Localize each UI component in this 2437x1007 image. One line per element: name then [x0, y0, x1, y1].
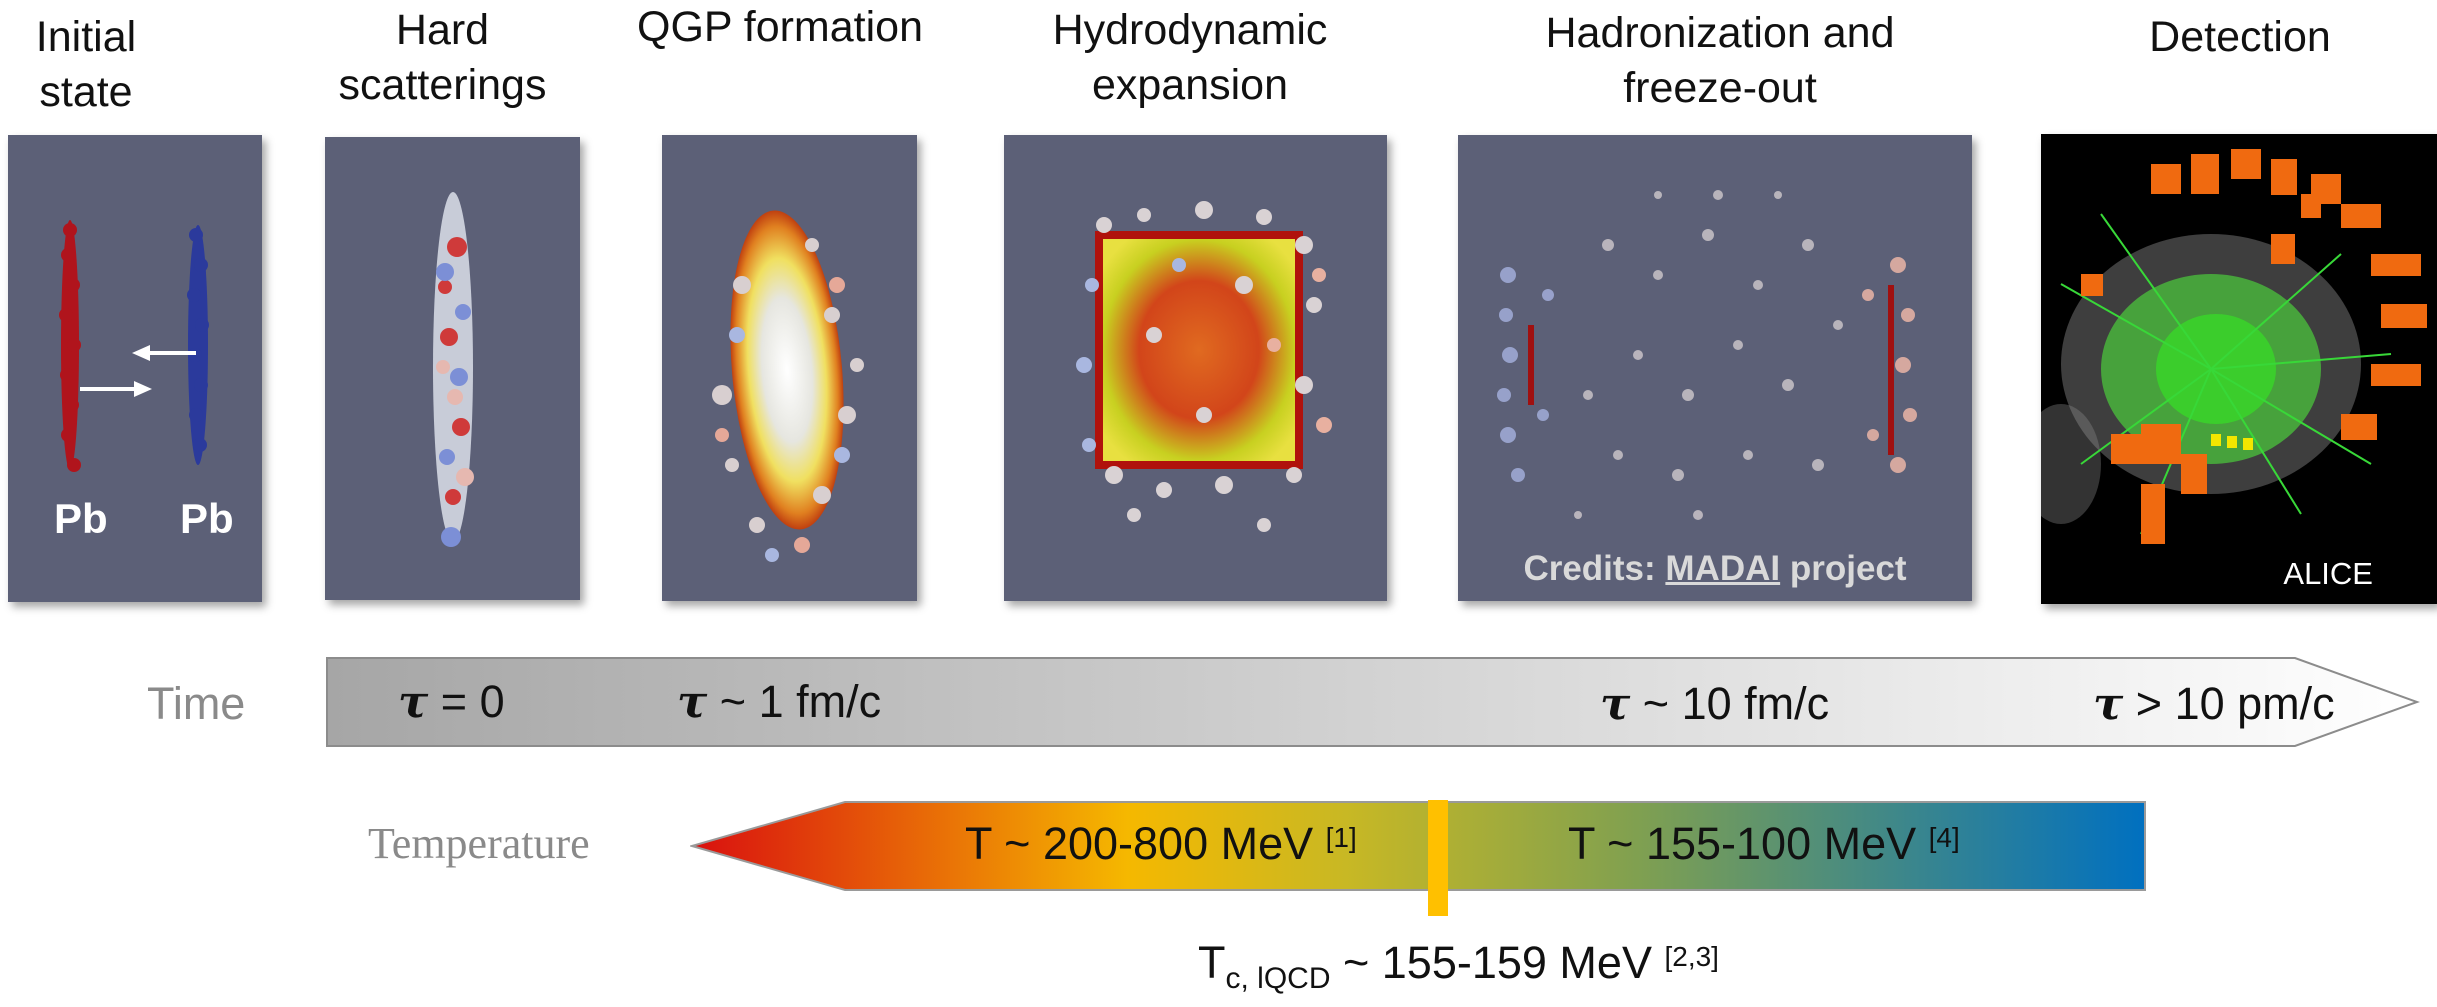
tau-symbol: τ [1600, 677, 1631, 730]
stage-title-hadronization: Hadronization and freeze-out [1545, 9, 1895, 112]
stage-title-initial-state: Initial state [35, 13, 137, 116]
tau-symbol: τ [398, 675, 429, 728]
critical-temperature-label: Tc, lQCD ~ 155-159 MeV [2,3] [1198, 937, 1719, 995]
credits-prefix: Credits: [1523, 549, 1666, 588]
stage-title-detection: Detection [2149, 13, 2331, 61]
alice-experiment-label: ALICE [2283, 556, 2373, 591]
panel-hard-scatterings [325, 137, 580, 600]
tau-symbol: τ [677, 675, 708, 728]
panel-hydrodynamic-expansion [1004, 135, 1387, 601]
collision-arrows [80, 345, 196, 397]
time-mark-2: τ ~ 10 fm/c [1600, 677, 1830, 730]
time-arrow [326, 657, 2420, 747]
right-nucleus-blue [187, 225, 209, 465]
stage-title-hydrodynamic-expansion: Hydrodynamic expansion [1052, 6, 1328, 109]
stage-title-hard-scatterings: Hard scatterings [338, 6, 547, 109]
hot-phase-temperature: T ~ 200-800 MeV [1] [965, 818, 1357, 869]
panel-initial-state: Pb Pb [8, 135, 262, 602]
hard-scatterings-illustration [433, 192, 474, 547]
credits-text: Credits: MADAI project [1458, 549, 1972, 589]
alice-detector-event-display [2041, 149, 2427, 544]
time-mark-1: τ ~ 1 fm/c [677, 675, 882, 728]
credits-suffix: project [1780, 549, 1907, 588]
stage-title-qgp-formation: QGP formation [637, 3, 923, 51]
hadronization-illustration [1497, 190, 1917, 520]
left-nucleus-red [59, 220, 81, 472]
temperature-arrow [690, 801, 2146, 891]
right-nucleus-label: Pb [180, 495, 234, 542]
critical-temperature-marker [1428, 800, 1448, 916]
hydrodynamic-expansion-illustration [1076, 201, 1332, 532]
panel-detection: ALICE [2041, 134, 2437, 604]
cool-phase-temperature: T ~ 155-100 MeV [4] [1568, 818, 1960, 869]
tau-symbol: τ [2093, 677, 2124, 730]
colliding-nuclei-illustration [59, 220, 209, 472]
left-nucleus-label: Pb [54, 495, 108, 542]
time-axis-label: Time [147, 678, 246, 729]
madai-link[interactable]: MADAI [1665, 549, 1781, 588]
time-mark-3: τ > 10 pm/c [2093, 677, 2335, 730]
panel-hadronization: Credits: MADAI project [1458, 135, 1972, 601]
time-mark-0: τ = 0 [398, 675, 505, 728]
panel-qgp-formation [662, 135, 917, 601]
temperature-axis-label: Temperature [368, 819, 590, 868]
qgp-formation-illustration [712, 210, 864, 562]
